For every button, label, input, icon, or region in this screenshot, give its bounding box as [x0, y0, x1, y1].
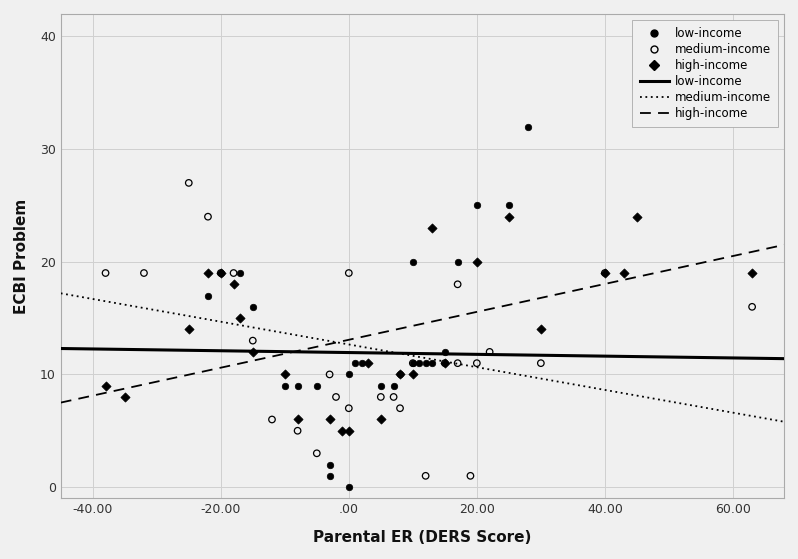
Point	[183, 178, 196, 187]
Point	[484, 348, 496, 357]
Point	[503, 201, 516, 210]
Point	[202, 268, 215, 277]
Point	[215, 268, 227, 277]
Point	[387, 392, 400, 401]
Point	[310, 449, 323, 458]
Point	[137, 268, 150, 277]
Point	[291, 415, 304, 424]
Y-axis label: ECBI Problem: ECBI Problem	[14, 198, 29, 314]
Point	[425, 359, 438, 368]
Point	[247, 302, 259, 311]
Point	[471, 257, 484, 266]
Point	[419, 471, 432, 480]
Point	[451, 257, 464, 266]
Point	[330, 392, 342, 401]
Point	[374, 415, 387, 424]
Point	[202, 212, 215, 221]
Point	[419, 359, 432, 368]
Point	[522, 122, 535, 131]
Point	[349, 359, 361, 368]
Point	[393, 370, 406, 379]
Point	[227, 268, 240, 277]
Legend: low-income, medium-income, high-income, low-income, medium-income, high-income: low-income, medium-income, high-income, …	[633, 20, 778, 127]
Point	[374, 392, 387, 401]
Point	[745, 302, 758, 311]
Point	[745, 268, 758, 277]
Point	[227, 280, 240, 289]
Point	[323, 415, 336, 424]
Point	[393, 370, 406, 379]
Point	[336, 427, 349, 435]
Point	[425, 224, 438, 233]
Point	[413, 359, 425, 368]
Point	[535, 359, 547, 368]
Point	[234, 314, 247, 323]
Point	[464, 471, 477, 480]
Point	[234, 268, 247, 277]
Point	[438, 359, 451, 368]
Point	[118, 392, 131, 401]
Point	[503, 212, 516, 221]
Point	[323, 460, 336, 469]
Point	[310, 381, 323, 390]
Point	[406, 257, 419, 266]
Point	[535, 325, 547, 334]
Point	[342, 427, 355, 435]
Point	[471, 359, 484, 368]
Point	[291, 427, 304, 435]
Point	[266, 415, 279, 424]
Point	[355, 359, 368, 368]
Point	[323, 471, 336, 480]
Point	[247, 348, 259, 357]
Point	[183, 325, 196, 334]
Point	[393, 404, 406, 413]
Point	[215, 268, 227, 277]
Point	[438, 348, 451, 357]
Point	[387, 381, 400, 390]
Point	[342, 370, 355, 379]
Point	[598, 268, 611, 277]
Point	[451, 280, 464, 289]
Point	[247, 336, 259, 345]
Point	[374, 381, 387, 390]
Point	[279, 370, 291, 379]
Point	[342, 404, 355, 413]
Point	[598, 268, 611, 277]
Point	[618, 268, 630, 277]
Point	[342, 268, 355, 277]
Point	[438, 359, 451, 368]
Point	[342, 482, 355, 491]
Point	[451, 359, 464, 368]
Point	[215, 268, 227, 277]
Point	[99, 381, 112, 390]
Point	[323, 370, 336, 379]
X-axis label: Parental ER (DERS Score): Parental ER (DERS Score)	[314, 530, 531, 545]
Point	[406, 359, 419, 368]
Point	[99, 268, 112, 277]
Point	[406, 359, 419, 368]
Point	[291, 381, 304, 390]
Point	[471, 201, 484, 210]
Point	[361, 359, 374, 368]
Point	[630, 212, 643, 221]
Point	[202, 291, 215, 300]
Point	[406, 370, 419, 379]
Point	[279, 381, 291, 390]
